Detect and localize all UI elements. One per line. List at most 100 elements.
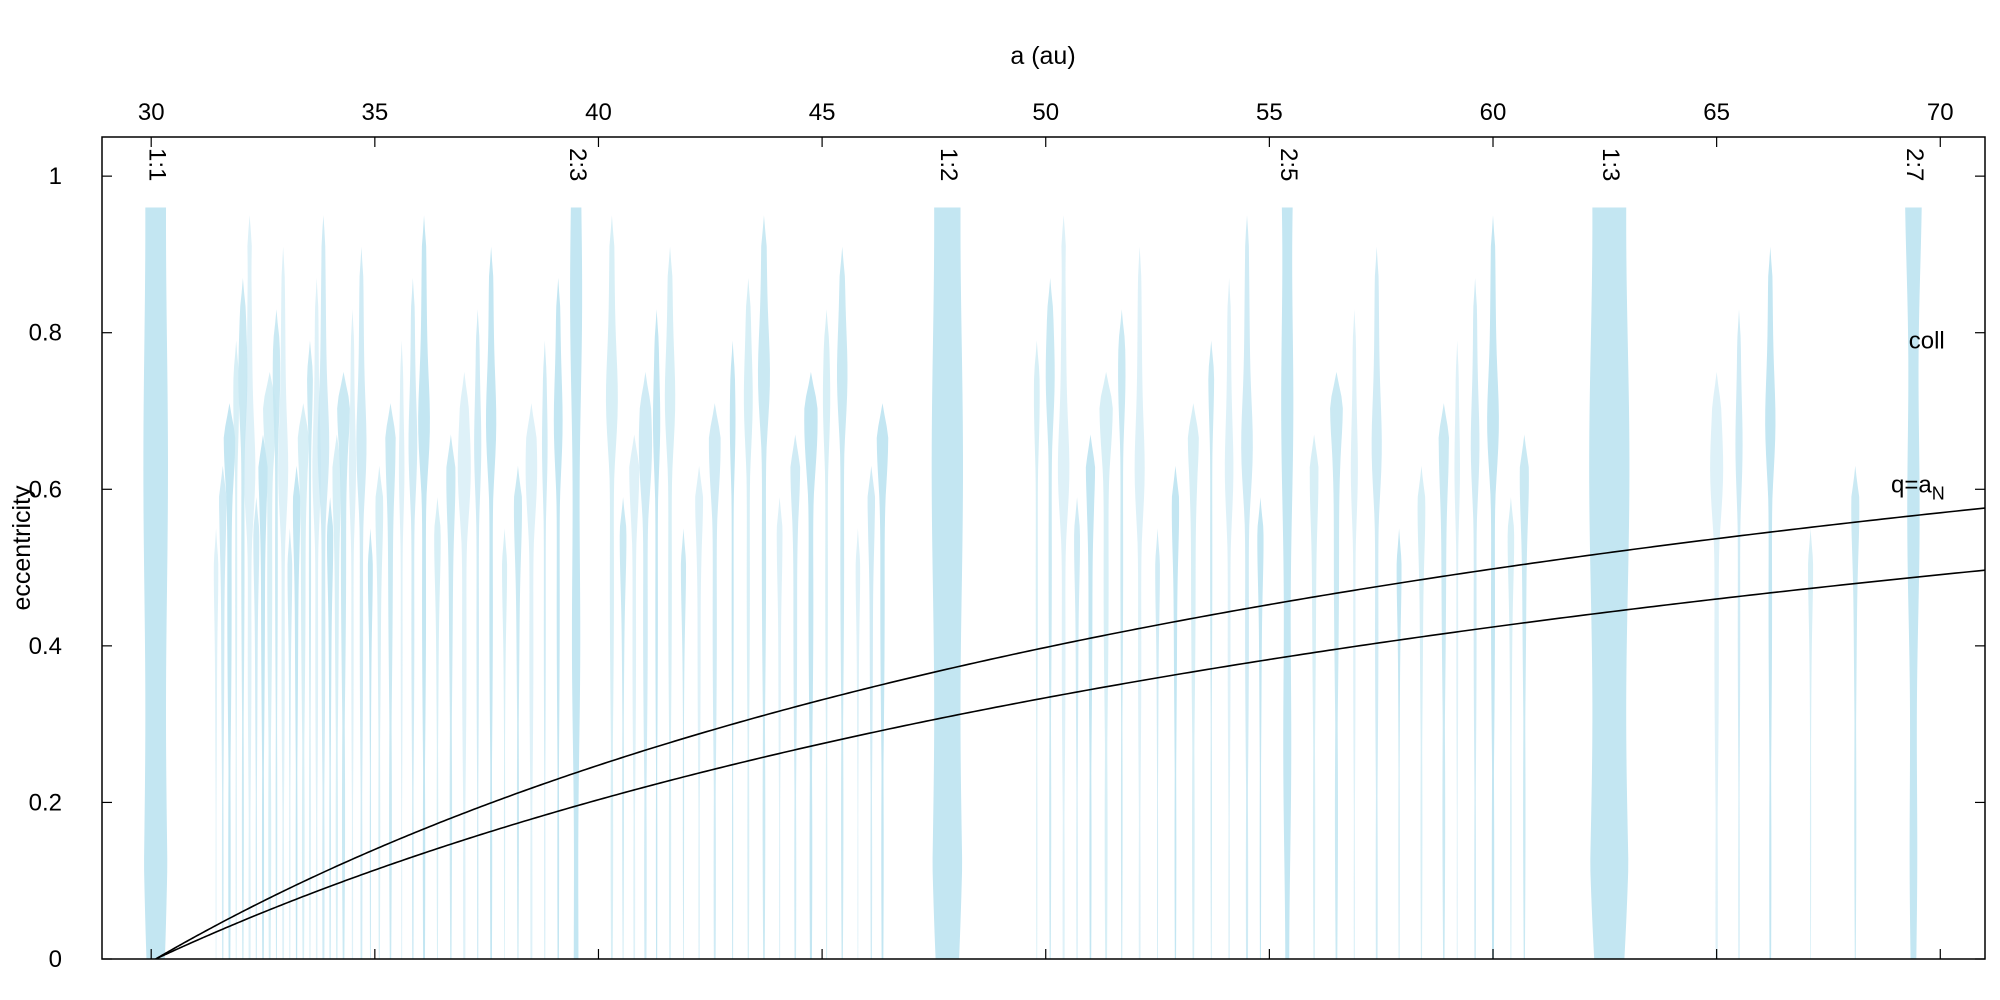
minor-resonance-wedge — [822, 309, 831, 959]
minor-resonance-wedge — [287, 528, 293, 959]
resonance-1-2-wedge — [931, 207, 963, 959]
labels: coll q=aN 1:1 2:3 1:2 2:5 1:3 2:7 30 35 40 45 50 55 60… — [29, 99, 1954, 973]
minor-resonance-wedge — [1765, 246, 1776, 959]
minor-resonance-wedge — [1155, 528, 1160, 959]
resonance-fills — [143, 207, 1922, 959]
minor-resonance-wedge — [1187, 403, 1199, 959]
minor-resonance-wedge — [263, 371, 277, 959]
minor-resonance-wedge — [1118, 309, 1126, 959]
minor-resonance-wedge — [541, 340, 548, 959]
minor-resonance-wedge — [219, 465, 227, 959]
minor-resonance-wedge — [638, 371, 653, 959]
minor-resonance-wedge — [356, 246, 367, 959]
minor-resonance-wedge — [233, 340, 240, 959]
minor-resonance-wedge — [619, 497, 627, 959]
minor-resonance-wedge — [292, 465, 301, 959]
minor-resonance-wedge — [1454, 340, 1460, 959]
axis-ticks — [102, 137, 1985, 960]
minor-resonance-wedge — [1438, 403, 1449, 959]
x-tick-label: 55 — [1256, 99, 1283, 126]
minor-resonance-wedge — [743, 277, 753, 959]
minor-resonance-wedge — [238, 277, 248, 959]
minor-resonance-wedge — [876, 403, 889, 959]
minor-resonance-wedge — [664, 246, 676, 959]
minor-resonance-wedge — [375, 465, 384, 959]
y-tick-label: 0.2 — [29, 789, 62, 816]
x-tick-label: 35 — [361, 99, 388, 126]
minor-resonance-wedge — [317, 215, 330, 959]
minor-resonance-wedge — [297, 403, 309, 959]
resonance-1-1-wedge — [143, 207, 168, 959]
x-tick-label: 40 — [585, 99, 612, 126]
minor-resonance-wedge — [385, 403, 396, 959]
minor-resonance-wedge — [1735, 309, 1743, 959]
minor-resonance-wedge — [272, 309, 281, 959]
y-tick-label: 1 — [49, 163, 62, 190]
minor-resonance-wedge — [1257, 497, 1264, 959]
minor-resonance-wedge — [695, 465, 704, 959]
minor-resonance-wedge — [680, 528, 687, 959]
resonance-label-2-3: 2:3 — [564, 148, 591, 181]
minor-resonance-wedge — [408, 277, 418, 959]
minor-resonance-wedge — [1330, 371, 1343, 959]
minor-resonance-wedge — [1470, 277, 1480, 959]
x-tick-label: 50 — [1032, 99, 1059, 126]
minor-resonance-wedge — [348, 309, 357, 959]
minor-resonance-wedge — [223, 403, 236, 959]
minor-resonance-wedge — [1099, 371, 1113, 959]
minor-resonance-wedge — [605, 215, 618, 959]
y-tick-label: 0.6 — [29, 476, 62, 503]
y-tick-label: 0.8 — [29, 320, 62, 347]
minor-resonance-wedge — [485, 246, 497, 959]
minor-resonance-wedge — [1808, 528, 1814, 959]
minor-resonance-wedge — [398, 340, 405, 959]
minor-resonance-wedge — [307, 340, 313, 959]
minor-resonance-wedge — [457, 371, 471, 959]
minor-resonance-wedge — [553, 277, 563, 959]
minor-resonance-wedge — [652, 309, 661, 959]
resonance-2-3-wedge — [570, 207, 583, 959]
minor-resonance-wedge — [326, 497, 334, 959]
x-tick-label: 45 — [809, 99, 836, 126]
minor-resonance-wedge — [1507, 497, 1515, 959]
resonance-label-1-2: 1:2 — [935, 148, 962, 181]
minor-resonance-wedge — [776, 497, 783, 959]
minor-resonance-wedge — [1074, 497, 1080, 959]
minor-resonance-wedge — [418, 215, 430, 959]
plot-frame — [101, 136, 1986, 960]
curves — [155, 507, 1985, 959]
minor-resonance-wedge — [1085, 434, 1096, 959]
minor-resonance-wedge — [1309, 434, 1319, 959]
coll-curve — [155, 507, 1985, 959]
resonance-label-2-5: 2:5 — [1275, 148, 1302, 181]
minor-resonance-wedge — [502, 528, 508, 959]
y-tick-label: 0 — [49, 946, 62, 973]
minor-resonance-wedge — [367, 528, 373, 959]
minor-resonance-wedge — [1851, 465, 1860, 959]
minor-resonance-wedge — [1487, 215, 1499, 959]
x-tick-label: 30 — [138, 99, 165, 126]
minor-resonance-wedge — [1171, 465, 1180, 959]
minor-resonance-wedge — [757, 215, 770, 959]
minor-resonance-wedge — [1241, 215, 1253, 959]
minor-resonance-wedge — [243, 215, 256, 959]
minor-resonance-wedge — [629, 434, 640, 959]
minor-resonance-wedge — [1134, 246, 1145, 959]
resonance-1-3-wedge — [1589, 207, 1630, 959]
q-aN-curve-label: q=aN — [1891, 471, 1945, 503]
q-aN-curve — [155, 569, 1985, 959]
minor-resonance-wedge — [1371, 246, 1382, 959]
minor-resonance-wedge — [729, 340, 736, 959]
minor-resonance-wedge — [708, 403, 721, 959]
resonance-label-2-7: 2:7 — [1901, 148, 1928, 181]
coll-curve-label: coll — [1909, 327, 1945, 354]
resonance-label-1-3: 1:3 — [1597, 148, 1624, 181]
minor-resonance-wedge — [1208, 340, 1215, 959]
minor-resonance-wedge — [332, 434, 342, 959]
x-tick-label: 70 — [1927, 99, 1954, 126]
y-tick-label: 0.4 — [29, 633, 62, 660]
minor-resonance-wedge — [1710, 371, 1724, 959]
minor-resonance-wedge — [1045, 277, 1055, 959]
resonance-2-7-wedge — [1905, 207, 1922, 959]
